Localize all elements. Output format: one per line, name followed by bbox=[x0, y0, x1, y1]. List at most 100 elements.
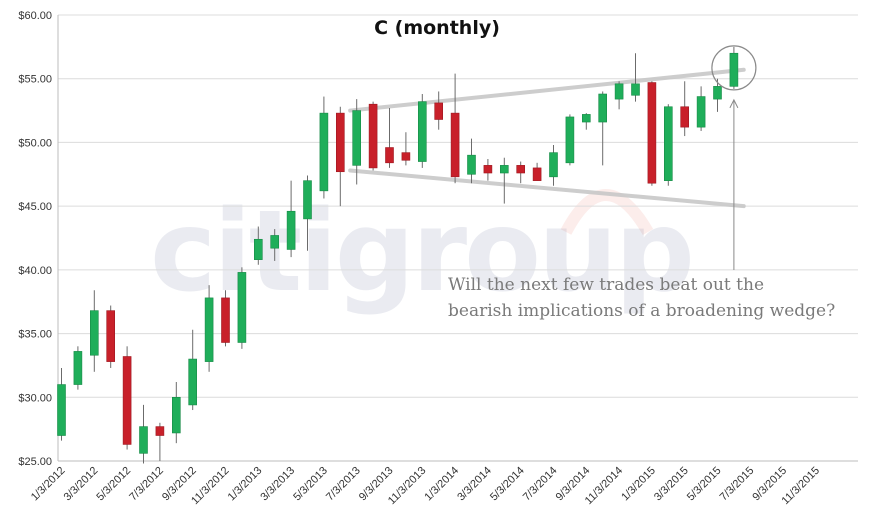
candle-body bbox=[122, 356, 132, 445]
x-tick-label: 5/3/2012 bbox=[94, 465, 133, 504]
y-tick-label: $50.00 bbox=[18, 137, 52, 149]
x-tick-label: 5/3/2015 bbox=[685, 465, 724, 504]
trendline bbox=[348, 168, 746, 209]
candle bbox=[417, 94, 427, 168]
candle-body bbox=[631, 83, 640, 96]
candle-body bbox=[254, 238, 263, 260]
candle-body bbox=[417, 101, 427, 162]
y-tick-label: $30.00 bbox=[18, 392, 52, 404]
candle-body bbox=[696, 96, 706, 128]
candle-body bbox=[713, 86, 722, 100]
candle bbox=[532, 162, 542, 181]
x-tick-label: 1/3/2013 bbox=[226, 465, 265, 504]
candle bbox=[614, 81, 624, 110]
candle bbox=[204, 285, 214, 372]
x-tick-label: 7/3/2015 bbox=[718, 465, 757, 504]
candle-body bbox=[549, 152, 558, 178]
x-tick-label: 5/3/2014 bbox=[488, 465, 527, 504]
candle bbox=[254, 226, 263, 265]
candle-body bbox=[106, 310, 115, 362]
y-axis-tick-labels: $25.00 $30.00 $35.00 $40.00 $45.00 $50.00 $55.… bbox=[18, 10, 52, 468]
candle bbox=[122, 346, 132, 450]
candle bbox=[106, 305, 115, 368]
x-tick-label: 3/3/2015 bbox=[652, 465, 691, 504]
candle-body bbox=[516, 165, 526, 174]
candle-body bbox=[237, 272, 247, 343]
annotation-line-2: bearish implications of a broadening wed… bbox=[448, 301, 835, 321]
y-tick-label: $45.00 bbox=[18, 201, 52, 213]
candle bbox=[483, 158, 493, 181]
candle bbox=[401, 132, 411, 166]
candle bbox=[647, 81, 657, 186]
x-tick-label: 3/3/2014 bbox=[455, 465, 494, 504]
x-tick-label: 1/3/2012 bbox=[29, 465, 68, 504]
candle-body bbox=[581, 114, 591, 123]
y-tick-label: $25.00 bbox=[18, 456, 52, 468]
candle-body bbox=[368, 103, 378, 169]
candle bbox=[729, 46, 739, 89]
candle bbox=[549, 144, 558, 186]
x-tick-label: 5/3/2013 bbox=[291, 465, 330, 504]
candle bbox=[598, 91, 608, 166]
candle bbox=[663, 104, 673, 186]
candle-body bbox=[139, 426, 148, 454]
x-axis-tick-labels: 1/3/20123/3/20125/3/20127/3/20129/3/2012… bbox=[29, 465, 822, 508]
candle bbox=[188, 329, 197, 411]
candle-body bbox=[598, 93, 608, 123]
candle-body bbox=[204, 297, 214, 362]
candle bbox=[450, 73, 460, 184]
y-tick-label: $35.00 bbox=[18, 329, 52, 341]
candle-body bbox=[286, 210, 296, 250]
candle bbox=[516, 161, 526, 184]
candle-body bbox=[483, 165, 493, 174]
candle bbox=[565, 114, 575, 166]
candle-body bbox=[172, 396, 181, 434]
candle-body bbox=[729, 52, 739, 87]
x-tick-label: 7/3/2013 bbox=[324, 465, 363, 504]
trendlines bbox=[348, 67, 746, 209]
candles bbox=[57, 46, 739, 464]
annotation-arrow-head bbox=[729, 98, 739, 109]
candle bbox=[286, 180, 296, 258]
candle bbox=[713, 78, 722, 112]
candle bbox=[696, 86, 706, 131]
candle-body bbox=[335, 112, 345, 173]
candle-body bbox=[188, 358, 197, 406]
highlight-group bbox=[711, 45, 757, 270]
candle bbox=[434, 91, 444, 130]
candle-body bbox=[90, 310, 99, 356]
candle-body bbox=[303, 180, 312, 220]
candle-body bbox=[73, 351, 83, 385]
x-tick-label: 7/3/2012 bbox=[127, 465, 166, 504]
candle bbox=[303, 175, 312, 251]
candle-body bbox=[532, 167, 542, 181]
candle-body bbox=[614, 83, 624, 100]
candle-body bbox=[270, 235, 280, 249]
highlight-circle bbox=[711, 45, 757, 91]
x-tick-label: 3/3/2013 bbox=[258, 465, 297, 504]
candle-body bbox=[319, 112, 329, 192]
candle bbox=[270, 229, 280, 261]
y-tick-label: $55.00 bbox=[18, 74, 52, 86]
candle-body bbox=[221, 297, 230, 343]
candle bbox=[90, 290, 99, 372]
candle-body bbox=[450, 112, 460, 178]
candle-body bbox=[57, 384, 66, 436]
candle bbox=[385, 108, 394, 168]
x-tick-label: 3/3/2012 bbox=[62, 465, 101, 504]
candle bbox=[335, 106, 345, 207]
candle bbox=[631, 53, 640, 102]
candle bbox=[467, 138, 476, 184]
candle-body bbox=[434, 102, 444, 120]
candle-body bbox=[499, 165, 509, 174]
candle bbox=[499, 157, 509, 204]
candle bbox=[352, 99, 362, 185]
candle bbox=[581, 113, 591, 130]
candle-body bbox=[680, 106, 690, 128]
x-tick-label: 7/3/2014 bbox=[521, 465, 560, 504]
candle bbox=[172, 381, 181, 444]
candle-body bbox=[401, 152, 411, 161]
y-tick-label: $60.00 bbox=[18, 10, 52, 22]
candle-body bbox=[565, 116, 575, 164]
